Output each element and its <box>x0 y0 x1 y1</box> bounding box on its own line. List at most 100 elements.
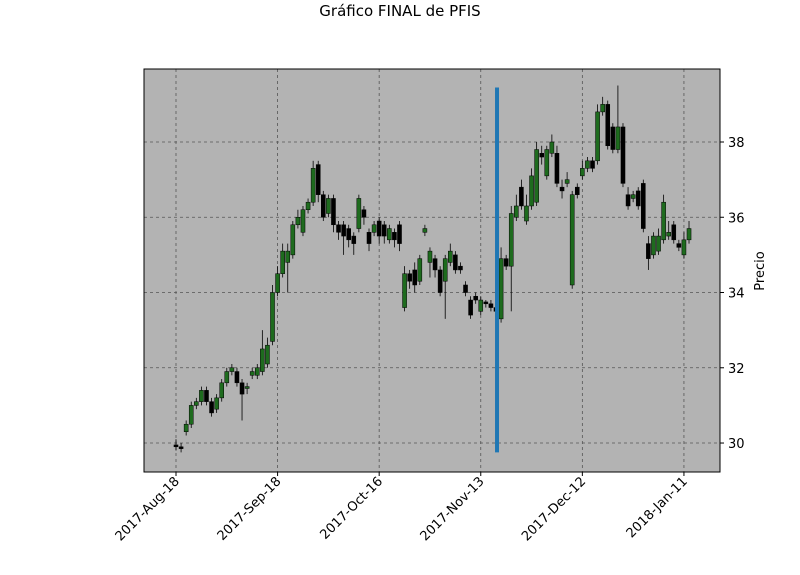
candle-body <box>346 228 351 241</box>
candle-body <box>254 367 260 376</box>
candle-body <box>620 126 626 184</box>
plot-frame <box>143 68 721 473</box>
candle-body <box>336 224 341 233</box>
candle-body <box>381 224 387 237</box>
candle-body <box>437 269 443 293</box>
candle-body <box>331 198 336 226</box>
candle-body <box>590 160 595 169</box>
candle-body <box>326 198 331 214</box>
candle-body <box>651 235 656 256</box>
candle-body <box>605 104 611 147</box>
candle-body <box>244 386 250 389</box>
candle-body <box>249 371 255 376</box>
candle-body <box>397 224 402 244</box>
candle-body <box>448 250 453 263</box>
candle-body <box>559 186 565 192</box>
candle-body <box>676 243 682 248</box>
candle-body <box>194 401 199 406</box>
candle-body <box>453 254 458 271</box>
candle-body <box>305 201 311 210</box>
candle-body <box>498 258 504 320</box>
candle-body <box>478 299 484 312</box>
x-tick-label: 2017-Nov-13 <box>418 474 488 544</box>
candle-body <box>270 292 275 342</box>
candle-body <box>661 201 666 241</box>
candle-body <box>442 258 448 282</box>
candle-body <box>615 126 621 150</box>
candle-body <box>656 235 661 252</box>
candle-body <box>686 228 692 241</box>
candle-body <box>376 220 382 237</box>
candle-body <box>351 235 357 244</box>
candle-body <box>387 228 392 241</box>
candle-body <box>407 273 412 282</box>
candle-body <box>681 239 687 256</box>
candle-body <box>209 401 214 414</box>
y-tick-label: 32 <box>728 362 745 377</box>
candle-body <box>564 179 570 184</box>
candle-body <box>219 382 224 399</box>
candle-body <box>199 390 204 402</box>
candle-body <box>285 250 291 263</box>
x-tick-label: 2017-Dec-12 <box>519 474 589 544</box>
candle-body <box>483 301 489 305</box>
candle-body <box>178 446 184 449</box>
candle-body <box>635 190 641 207</box>
candle-body <box>458 265 463 271</box>
candle-body <box>534 149 539 203</box>
candle-body <box>519 186 524 207</box>
candle-body <box>356 198 362 229</box>
candle-body <box>549 141 555 154</box>
candle-body <box>468 299 473 316</box>
candle-body <box>260 348 265 372</box>
candle-body <box>402 273 407 308</box>
candle-body <box>630 194 636 199</box>
candle-body <box>539 153 544 158</box>
candle-body <box>173 444 179 448</box>
candle-body <box>666 232 671 237</box>
candle-body <box>574 186 580 195</box>
candle-body <box>366 232 372 244</box>
candle-body <box>508 213 514 267</box>
candle-body <box>300 209 306 233</box>
candle-body <box>229 367 235 372</box>
candle-body <box>524 205 529 222</box>
candle-body <box>392 232 397 241</box>
candle-body <box>600 104 605 113</box>
candle-body <box>463 284 468 293</box>
candle-body <box>290 224 296 256</box>
y-tick-label: 36 <box>728 211 745 226</box>
candle-body <box>473 296 478 301</box>
candle-body <box>412 269 418 286</box>
plot-area <box>144 69 720 472</box>
candle-body <box>554 153 560 184</box>
candle-body <box>280 250 285 274</box>
chart-title: Gráfico FINAL de PFIS <box>319 2 480 20</box>
candle-body <box>234 371 240 384</box>
candle-body <box>188 405 194 425</box>
candle-body <box>544 149 550 177</box>
y-tick-label: 38 <box>728 136 745 151</box>
candle-body <box>625 194 631 207</box>
candle-body <box>432 258 438 271</box>
candle-body <box>422 228 428 233</box>
candle-body <box>214 397 219 410</box>
candle-body <box>610 126 616 150</box>
candle-body <box>371 224 377 233</box>
candle-body <box>580 168 585 177</box>
candle-body <box>529 175 534 207</box>
candle-body <box>361 209 367 218</box>
x-tick-label: 2017-Oct-16 <box>318 474 386 542</box>
x-tick-label: 2017-Sep-18 <box>215 474 285 544</box>
candle-body <box>310 168 316 203</box>
candle-body <box>585 160 590 169</box>
candle-body <box>204 390 209 402</box>
candle-body <box>321 194 326 218</box>
x-tick-label: 2018-Jan-11 <box>624 474 691 541</box>
candle-body <box>224 371 230 384</box>
candle-body <box>427 250 433 263</box>
candle-body <box>417 258 423 282</box>
candle-body <box>671 224 677 241</box>
candle-body <box>183 423 189 432</box>
x-tick-label: 2017-Aug-18 <box>113 474 183 544</box>
